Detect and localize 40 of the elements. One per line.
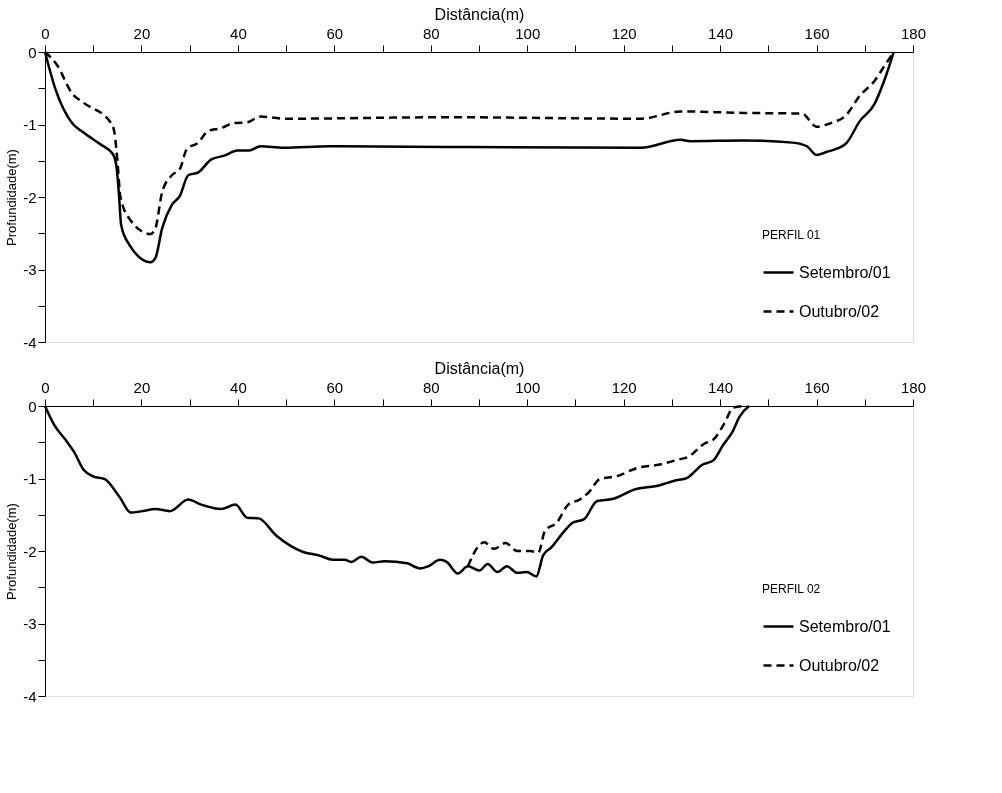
x-tick-label: 160 xyxy=(804,24,830,42)
x-tick-label: 0 xyxy=(41,378,50,396)
y-tick-label: -1 xyxy=(23,470,37,487)
x-tick-label: 40 xyxy=(230,24,247,42)
x-tick-label: 120 xyxy=(611,24,637,42)
x-tick-label: 80 xyxy=(422,378,440,396)
x-axis-title: Distância(m) xyxy=(434,5,525,23)
x-tick-label: 20 xyxy=(133,24,151,42)
y-tick-label: -2 xyxy=(23,188,37,206)
x-tick-label: 100 xyxy=(515,24,541,42)
legend-title: PERFIL 01 xyxy=(762,228,821,242)
x-tick-label: 140 xyxy=(708,378,734,396)
y-tick-label: -1 xyxy=(23,116,37,133)
legend-label: Outubro/02 xyxy=(799,302,880,320)
x-tick-label: 180 xyxy=(900,378,927,396)
y-axis-title: Profundidade(m) xyxy=(4,503,20,600)
x-tick-label: 100 xyxy=(515,378,541,396)
x-tick-label: 40 xyxy=(230,378,247,396)
x-tick-label: 160 xyxy=(804,378,830,396)
x-tick-label: 60 xyxy=(326,24,344,42)
y-tick-label: -4 xyxy=(23,687,37,705)
legend-label: Outubro/02 xyxy=(799,656,880,674)
y-tick-label: 0 xyxy=(28,397,37,415)
legend-label: Setembro/01 xyxy=(799,263,891,281)
y-tick-label: -3 xyxy=(23,261,37,278)
y-tick-label: 0 xyxy=(28,43,37,61)
y-axis-title: Profundidade(m) xyxy=(4,149,20,246)
x-tick-label: 0 xyxy=(41,24,50,42)
y-tick-label: -4 xyxy=(23,333,37,351)
x-tick-label: 140 xyxy=(708,24,734,42)
legend-title: PERFIL 02 xyxy=(762,582,821,596)
x-tick-label: 20 xyxy=(133,378,151,396)
x-tick-label: 180 xyxy=(900,24,927,42)
x-axis-title: Distância(m) xyxy=(434,359,525,377)
y-tick-label: -2 xyxy=(23,542,37,560)
x-tick-label: 60 xyxy=(326,378,344,396)
legend-label: Setembro/01 xyxy=(799,617,891,635)
y-tick-label: -3 xyxy=(23,615,37,632)
x-tick-label: 80 xyxy=(422,24,440,42)
x-tick-label: 120 xyxy=(611,378,637,396)
